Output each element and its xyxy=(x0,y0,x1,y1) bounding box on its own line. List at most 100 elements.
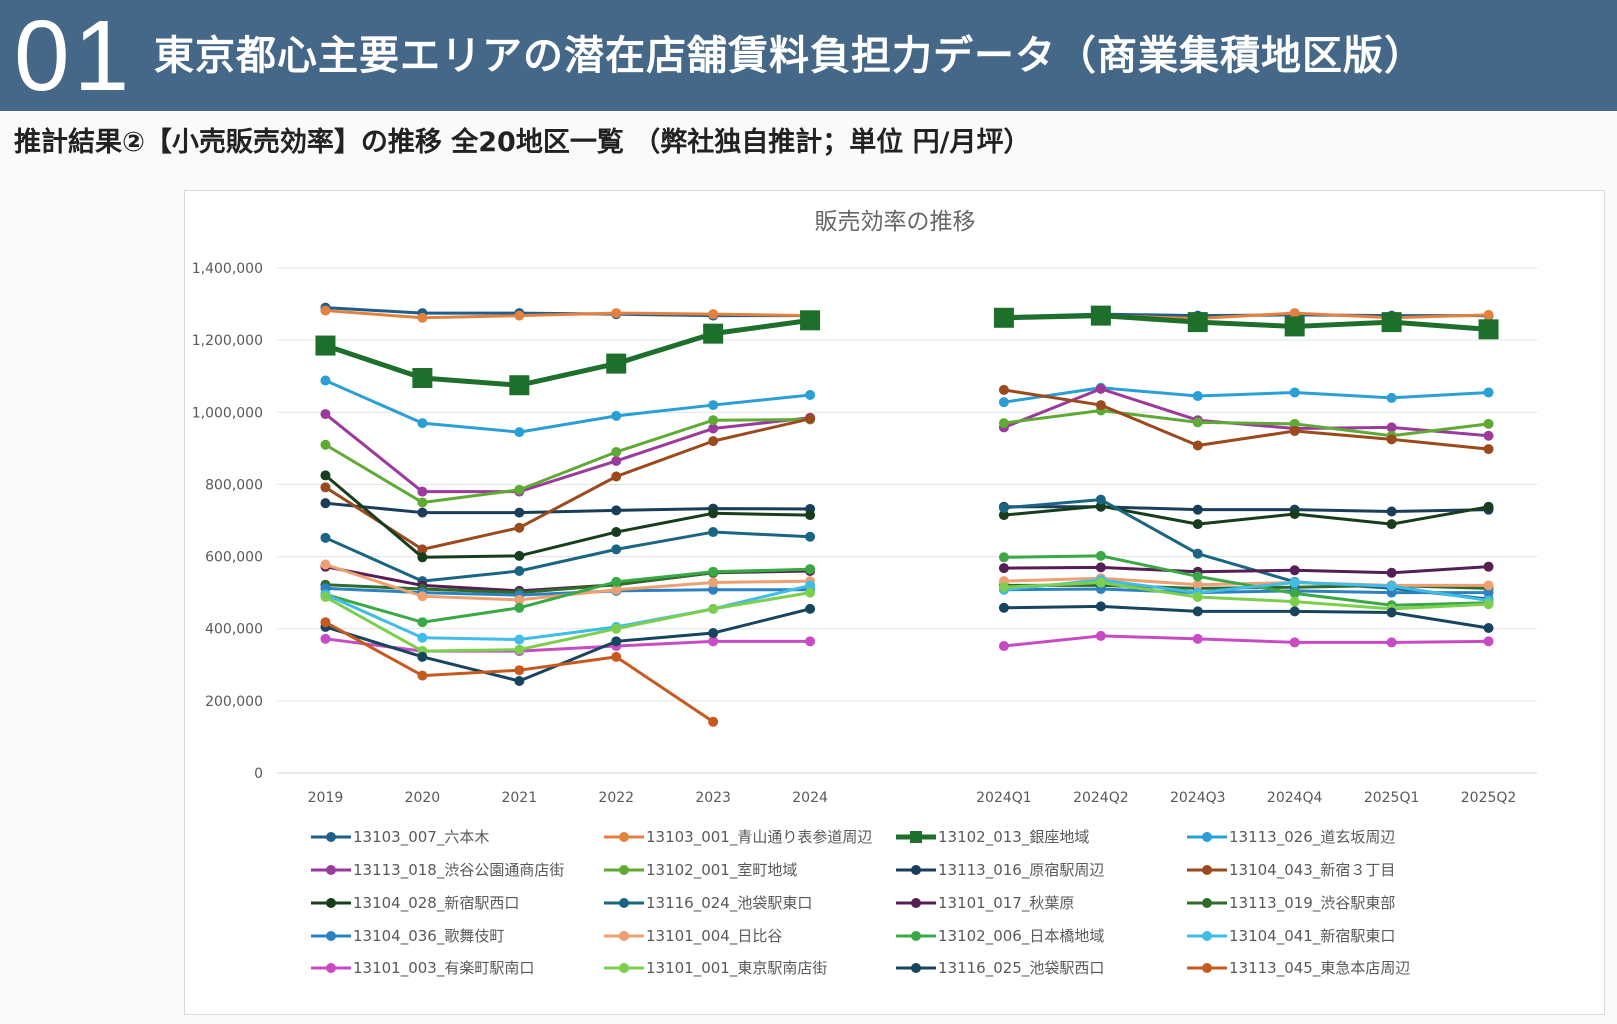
data-point xyxy=(1386,519,1397,530)
x-tick-label: 2022 xyxy=(598,790,634,806)
data-point xyxy=(1386,506,1397,517)
data-point xyxy=(417,486,428,497)
data-point xyxy=(708,603,719,614)
data-point xyxy=(998,510,1009,521)
legend-label: 13116_025_池袋駅西口 xyxy=(938,959,1104,978)
legend-item: 13102_006_日本橋地域 xyxy=(896,927,1104,946)
legend-label: 13101_004_日比谷 xyxy=(646,927,782,946)
data-point xyxy=(708,508,719,519)
data-point xyxy=(805,531,816,542)
legend-label: 13102_013_銀座地域 xyxy=(938,828,1089,847)
legend-item: 13104_043_新宿３丁目 xyxy=(1187,861,1395,880)
x-axis: 2019 2020 2021 2022 2023 2024 2024Q1 2024Q2 2024… xyxy=(308,790,1517,806)
legend-label: 13113_045_東急本店周辺 xyxy=(1229,959,1410,978)
data-point xyxy=(1483,622,1494,633)
data-point xyxy=(998,418,1009,429)
series-line xyxy=(1003,408,1489,438)
data-point xyxy=(412,368,433,389)
page-subtitle: 推計結果②【小売販売効率】の推移 全20地区一覧 （弊社独自推計；単位 円/月坪… xyxy=(14,127,1031,158)
data-point xyxy=(514,566,525,576)
series-13101_003_有楽町駅南口 xyxy=(320,630,1494,657)
legend-item: 13116_024_池袋駅東口 xyxy=(604,894,812,913)
data-point xyxy=(611,505,622,516)
data-point xyxy=(805,603,816,614)
series-line xyxy=(325,501,811,515)
data-point xyxy=(611,544,622,555)
series-line xyxy=(1003,498,1489,601)
legend-label: 13101_017_秋葉原 xyxy=(938,894,1074,913)
legend-item: 13113_016_原宿駅周辺 xyxy=(896,861,1104,880)
data-point xyxy=(708,423,719,434)
header-banner: 01 東京都心主要エリアの潜在店舗賃料負担力データ（商業集積地区版） xyxy=(0,0,1617,112)
data-point xyxy=(998,563,1009,574)
data-point xyxy=(1289,565,1300,576)
data-point xyxy=(417,651,428,662)
legend-item: 13101_017_秋葉原 xyxy=(896,894,1074,913)
legend-item: 13103_007_六本木 xyxy=(311,828,489,847)
data-point xyxy=(998,641,1009,652)
data-point xyxy=(611,623,622,634)
legend-label: 13113_018_渋谷公園通商店街 xyxy=(353,861,564,880)
data-point xyxy=(320,591,331,602)
data-point xyxy=(1289,637,1300,648)
data-point xyxy=(417,552,428,563)
data-point xyxy=(417,617,428,628)
chart-panel: 販売効率の推移 0 200,000 400,000 600,000 800,000 1,0… xyxy=(184,190,1605,1015)
data-point xyxy=(514,310,525,321)
data-point xyxy=(1289,588,1300,599)
data-point xyxy=(1192,519,1203,530)
data-point xyxy=(1483,309,1494,320)
legend-swatch-marker xyxy=(619,898,629,908)
legend-item: 13101_001_東京駅南店街 xyxy=(604,959,827,978)
data-point xyxy=(611,410,622,421)
legend-label: 13113_016_原宿駅周辺 xyxy=(938,861,1104,880)
data-point xyxy=(514,427,525,438)
legend-swatch-marker xyxy=(326,931,336,941)
y-tick-label: 400,000 xyxy=(205,622,263,638)
data-point xyxy=(1289,308,1300,319)
series-line xyxy=(1003,604,1489,630)
legend-swatch-marker xyxy=(1202,963,1212,973)
x-tick-label: 2024Q1 xyxy=(976,790,1032,806)
series-line xyxy=(325,309,811,320)
data-point xyxy=(1095,577,1106,588)
data-point xyxy=(708,436,719,447)
data-point xyxy=(1483,599,1494,610)
data-point xyxy=(708,415,719,426)
legend-swatch-marker xyxy=(1202,898,1212,908)
legend-swatch-marker xyxy=(619,931,629,941)
series-line xyxy=(1003,581,1489,611)
legend-item: 13102_001_室町地域 xyxy=(604,861,797,880)
data-point xyxy=(1289,577,1300,588)
series-line xyxy=(324,418,811,504)
y-tick-label: 800,000 xyxy=(205,477,263,493)
series-line xyxy=(1003,386,1489,404)
series-13102_001_室町地域 xyxy=(320,405,1494,508)
series-13102_006_日本橋地域 xyxy=(320,550,1494,628)
chart-title: 販売効率の推移 xyxy=(815,209,976,235)
series-13116_025_池袋駅西口 xyxy=(320,601,1494,687)
data-point xyxy=(1483,580,1494,591)
data-point xyxy=(998,502,1009,513)
data-point xyxy=(1192,606,1203,617)
line-chart: 販売効率の推移 0 200,000 400,000 600,000 800,000 1,0… xyxy=(192,209,1537,978)
y-tick-label: 1,000,000 xyxy=(192,405,263,421)
data-point xyxy=(315,335,336,356)
data-point xyxy=(417,591,428,602)
data-point xyxy=(611,446,622,457)
data-point xyxy=(1284,316,1305,337)
series-line xyxy=(324,412,811,494)
y-tick-label: 200,000 xyxy=(205,694,263,710)
data-point xyxy=(320,559,331,570)
data-point xyxy=(320,482,331,493)
data-point xyxy=(708,584,719,595)
data-point xyxy=(805,413,816,424)
data-point xyxy=(998,552,1009,563)
data-point xyxy=(1090,305,1111,326)
series-13104_043_新宿３丁目 xyxy=(320,384,1494,555)
data-point xyxy=(1095,601,1106,612)
data-point xyxy=(417,632,428,643)
data-point xyxy=(320,375,331,386)
legend-swatch-marker xyxy=(911,898,921,908)
data-point xyxy=(998,397,1009,408)
